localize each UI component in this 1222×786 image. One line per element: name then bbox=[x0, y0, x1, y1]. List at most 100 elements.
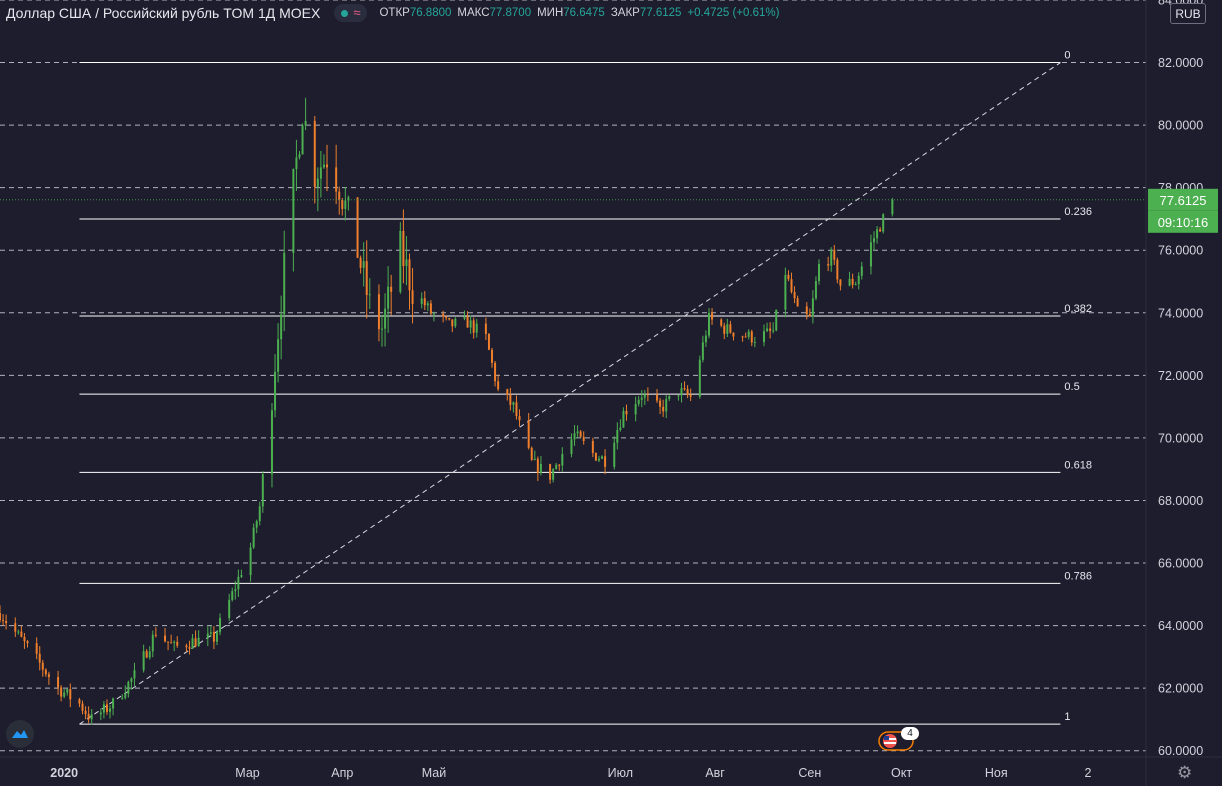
candle bbox=[298, 151, 301, 160]
candle bbox=[665, 395, 668, 419]
price-tick-label: 60.0000 bbox=[1158, 744, 1203, 758]
candle-body bbox=[622, 410, 625, 428]
candle-body bbox=[619, 427, 622, 430]
candle bbox=[536, 456, 539, 482]
candle bbox=[35, 637, 38, 660]
candle bbox=[711, 308, 714, 325]
candle bbox=[78, 697, 81, 708]
fib-level-label: 0 bbox=[1064, 50, 1070, 62]
candle-body bbox=[23, 636, 26, 642]
candle-body bbox=[879, 229, 882, 232]
price-tick-label: 66.0000 bbox=[1158, 557, 1203, 571]
candle-body bbox=[668, 395, 671, 400]
symbol-title[interactable]: Доллар США / Российский рубль TOM 1Д MOE… bbox=[6, 5, 321, 21]
candle bbox=[411, 267, 414, 324]
fib-level-label: 0.618 bbox=[1064, 459, 1092, 471]
candle-body bbox=[185, 645, 188, 648]
candle bbox=[338, 186, 341, 215]
candle bbox=[240, 569, 243, 578]
candle-body bbox=[497, 381, 500, 390]
candle bbox=[484, 317, 487, 341]
candle bbox=[322, 154, 325, 169]
candle-body bbox=[515, 402, 518, 417]
candle-body bbox=[848, 278, 851, 286]
candle-body bbox=[475, 323, 478, 333]
approx-icon: ≈ bbox=[353, 5, 361, 20]
candle bbox=[857, 272, 860, 290]
candle bbox=[283, 230, 286, 332]
candle bbox=[445, 315, 448, 321]
candle-body bbox=[891, 199, 894, 215]
candle bbox=[622, 407, 625, 428]
candle bbox=[879, 226, 882, 232]
candle-body bbox=[720, 319, 723, 326]
candle bbox=[640, 390, 643, 408]
candle-body bbox=[121, 697, 124, 699]
candle-body bbox=[432, 313, 435, 315]
candle bbox=[206, 626, 209, 647]
candle-body bbox=[656, 394, 659, 401]
candle-body bbox=[90, 714, 93, 720]
candle bbox=[90, 708, 93, 725]
candle-body bbox=[274, 371, 277, 411]
candle bbox=[420, 292, 423, 309]
candle bbox=[133, 662, 136, 686]
candle-body bbox=[258, 506, 261, 522]
candle-body bbox=[173, 641, 176, 643]
ohlc-open-label: ОТКР bbox=[379, 7, 410, 19]
candle-body bbox=[494, 362, 497, 382]
price-tick-label: 62.0000 bbox=[1158, 682, 1203, 696]
candle-body bbox=[582, 436, 585, 442]
candle-body bbox=[805, 306, 808, 315]
time-axis: 2020 Мар Апр Май Июл Авг Сен Окт Ноя 2 bbox=[0, 756, 1222, 780]
candle-body bbox=[570, 439, 573, 455]
candle bbox=[873, 231, 876, 251]
candle-body bbox=[527, 420, 530, 448]
candle-body bbox=[164, 635, 167, 642]
candle-body bbox=[127, 681, 130, 694]
candle-body bbox=[784, 274, 787, 310]
candle bbox=[41, 659, 44, 677]
candle bbox=[573, 425, 576, 446]
candle-body bbox=[597, 458, 600, 461]
ohlc-high-value: 77.8700 bbox=[489, 7, 532, 19]
candle-body bbox=[876, 229, 879, 239]
candle-body bbox=[231, 591, 234, 600]
candle-body bbox=[148, 651, 151, 658]
candle-body bbox=[2, 620, 5, 622]
candle bbox=[148, 646, 151, 660]
candle-body bbox=[787, 274, 790, 280]
candle bbox=[381, 314, 383, 347]
candle-body bbox=[558, 464, 561, 466]
currency-badge[interactable]: RUB bbox=[1170, 3, 1206, 24]
candle-body bbox=[772, 330, 775, 332]
fib-level-label: 0.236 bbox=[1064, 206, 1092, 218]
candle-body bbox=[857, 275, 860, 285]
candle bbox=[304, 97, 307, 131]
candle-body bbox=[512, 402, 515, 405]
economic-events-icon[interactable] bbox=[878, 730, 914, 752]
candle bbox=[423, 291, 426, 311]
gear-icon[interactable]: ⚙ bbox=[1177, 763, 1193, 782]
candle-body bbox=[69, 689, 72, 700]
candle-body bbox=[750, 331, 753, 343]
candle bbox=[188, 640, 191, 655]
candle-body bbox=[368, 294, 371, 296]
event-count-badge: 4 bbox=[901, 727, 919, 740]
candle bbox=[720, 318, 723, 328]
candle bbox=[616, 422, 619, 450]
candle-body bbox=[491, 349, 494, 363]
candle-body bbox=[359, 257, 362, 268]
candle bbox=[17, 629, 20, 635]
candle bbox=[662, 399, 665, 417]
candle-body bbox=[683, 388, 686, 390]
candle-body bbox=[833, 249, 836, 260]
tradingview-logo-icon[interactable] bbox=[6, 720, 34, 748]
candle-body bbox=[26, 641, 29, 644]
candle-body bbox=[17, 631, 20, 633]
indicator-toggle[interactable]: ≈ bbox=[334, 4, 368, 22]
candle bbox=[686, 385, 689, 399]
candle bbox=[836, 257, 839, 284]
candle-body bbox=[304, 120, 307, 126]
